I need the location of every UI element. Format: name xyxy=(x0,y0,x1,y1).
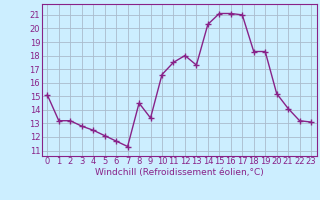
X-axis label: Windchill (Refroidissement éolien,°C): Windchill (Refroidissement éolien,°C) xyxy=(95,168,264,177)
